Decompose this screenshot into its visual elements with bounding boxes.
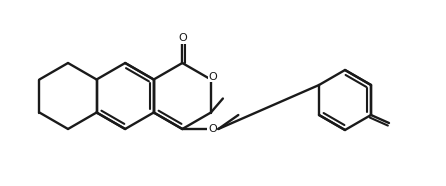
Text: O: O [209,71,217,81]
Text: O: O [208,124,217,134]
Text: O: O [178,33,187,43]
